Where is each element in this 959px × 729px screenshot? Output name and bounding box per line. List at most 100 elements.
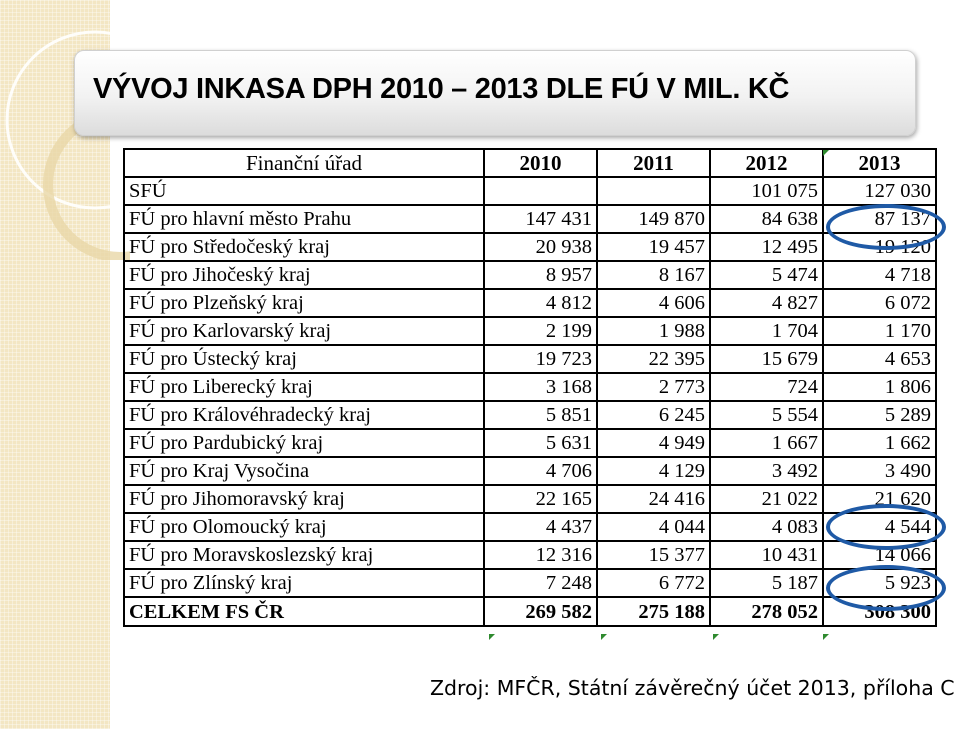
table-row: FÚ pro Kraj Vysočina 4 706 4 129 3 492 3 490 (123, 456, 937, 486)
vat-value-2013: 4 718 (822, 260, 937, 290)
table-row: FÚ pro hlavní město Prahu 147 431 149 870 8… (123, 204, 937, 234)
vat-value-2012: 12 495 (709, 232, 824, 262)
vat-value-2010: 4 437 (483, 512, 598, 542)
vat-value-2013: 3 490 (822, 456, 937, 486)
vat-value-2011: 1 988 (596, 316, 711, 346)
vat-collection-table: Finanční úřad 2010 2011 2012 2013 SFÚ 101… (123, 148, 937, 627)
vat-value-2011: 24 416 (596, 484, 711, 514)
total-2011: 275 188 (596, 596, 711, 627)
tax-office-name: FÚ pro Moravskoslezský kraj (123, 540, 485, 570)
total-2012: 278 052 (709, 596, 824, 627)
source-note: Zdroj: MFČR, Státní závěrečný účet 2013,… (430, 676, 955, 700)
vat-value-2012: 10 431 (709, 540, 824, 570)
title-bar: VÝVOJ INKASA DPH 2010 – 2013 DLE FÚ V MI… (74, 50, 916, 136)
vat-value-2010: 4 812 (483, 288, 598, 318)
vat-value-2013: 127 030 (822, 176, 937, 206)
vat-value-2012: 1 704 (709, 316, 824, 346)
vat-value-2013: 4 653 (822, 344, 937, 374)
table-row: FÚ pro Moravskoslezský kraj 12 316 15 377 1… (123, 540, 937, 570)
vat-value-2010: 22 165 (483, 484, 598, 514)
vat-value-2011: 6 245 (596, 400, 711, 430)
header-2012: 2012 (709, 148, 824, 178)
vat-value-2012: 4 083 (709, 512, 824, 542)
table-row: FÚ pro Plzeňský kraj 4 812 4 606 4 827 6 072 (123, 288, 937, 318)
vat-value-2010: 5 631 (483, 428, 598, 458)
header-2010: 2010 (483, 148, 598, 178)
table-row: FÚ pro Královéhradecký kraj 5 851 6 245 5 5… (123, 400, 937, 430)
tax-office-name: FÚ pro Plzeňský kraj (123, 288, 485, 318)
cell-marker (823, 634, 829, 640)
vat-value-2012: 3 492 (709, 456, 824, 486)
tax-office-name: FÚ pro Karlovarský kraj (123, 316, 485, 346)
vat-value-2012: 15 679 (709, 344, 824, 374)
table-row: SFÚ 101 075 127 030 (123, 176, 937, 206)
tax-office-name: FÚ pro Zlínský kraj (123, 568, 485, 598)
cell-marker (601, 634, 607, 640)
page-title: VÝVOJ INKASA DPH 2010 – 2013 DLE FÚ V MI… (93, 73, 790, 105)
tax-office-name: SFÚ (123, 176, 485, 206)
vat-value-2010: 3 168 (483, 372, 598, 402)
vat-value-2011 (596, 176, 711, 206)
table-row: FÚ pro Pardubický kraj 5 631 4 949 1 667 1 6… (123, 428, 937, 458)
vat-value-2011: 22 395 (596, 344, 711, 374)
vat-value-2011: 4 606 (596, 288, 711, 318)
tax-office-name: FÚ pro Ústecký kraj (123, 344, 485, 374)
table-row: FÚ pro Liberecký kraj 3 168 2 773 724 1 806 (123, 372, 937, 402)
tax-office-name: FÚ pro Středočeský kraj (123, 232, 485, 262)
tax-office-name: FÚ pro Kraj Vysočina (123, 456, 485, 486)
vat-value-2013: 1 806 (822, 372, 937, 402)
vat-value-2010: 8 957 (483, 260, 598, 290)
tax-office-name: FÚ pro Olomoucký kraj (123, 512, 485, 542)
vat-value-2012: 5 554 (709, 400, 824, 430)
table-total-row: CELKEM FS ČR 269 582 275 188 278 052 308… (123, 596, 937, 627)
total-label: CELKEM FS ČR (123, 596, 485, 627)
vat-value-2010: 147 431 (483, 204, 598, 234)
vat-value-2012: 21 022 (709, 484, 824, 514)
vat-value-2012: 1 667 (709, 428, 824, 458)
vat-value-2013: 6 072 (822, 288, 937, 318)
table-container: Finanční úřad 2010 2011 2012 2013 SFÚ 101… (123, 148, 937, 627)
table-header-row: Finanční úřad 2010 2011 2012 2013 (123, 148, 937, 178)
vat-value-2013: 1 170 (822, 316, 937, 346)
vat-value-2011: 19 457 (596, 232, 711, 262)
table-row: FÚ pro Zlínský kraj 7 248 6 772 5 187 5 923 (123, 568, 937, 598)
vat-value-2012: 4 827 (709, 288, 824, 318)
tax-office-name: FÚ pro hlavní město Prahu (123, 204, 485, 234)
tax-office-name: FÚ pro Jihočeský kraj (123, 260, 485, 290)
vat-value-2012: 5 187 (709, 568, 824, 598)
highlight-ring-moravia-silesia (826, 565, 946, 611)
table-row: FÚ pro Středočeský kraj 20 938 19 457 12 49… (123, 232, 937, 262)
vat-value-2012: 724 (709, 372, 824, 402)
vat-value-2011: 8 167 (596, 260, 711, 290)
total-2010: 269 582 (483, 596, 598, 627)
vat-value-2011: 4 949 (596, 428, 711, 458)
table-row: FÚ pro Olomoucký kraj 4 437 4 044 4 083 4 54… (123, 512, 937, 542)
header-2013: 2013 (822, 148, 937, 178)
cell-marker (823, 150, 829, 156)
vat-value-2011: 15 377 (596, 540, 711, 570)
table-body: SFÚ 101 075 127 030 FÚ pro hlavní město Pra… (123, 176, 937, 598)
vat-value-2011: 4 129 (596, 456, 711, 486)
vat-value-2011: 149 870 (596, 204, 711, 234)
highlight-ring-south-moravia (826, 504, 946, 550)
vat-value-2010: 20 938 (483, 232, 598, 262)
vat-value-2013: 5 289 (822, 400, 937, 430)
table-row: FÚ pro Karlovarský kraj 2 199 1 988 1 704 1 … (123, 316, 937, 346)
vat-value-2011: 4 044 (596, 512, 711, 542)
vat-value-2010: 2 199 (483, 316, 598, 346)
vat-value-2012: 5 474 (709, 260, 824, 290)
tax-office-name: FÚ pro Liberecký kraj (123, 372, 485, 402)
vat-value-2010: 12 316 (483, 540, 598, 570)
vat-value-2012: 84 638 (709, 204, 824, 234)
header-2011: 2011 (596, 148, 711, 178)
tax-office-name: FÚ pro Pardubický kraj (123, 428, 485, 458)
header-tax-office: Finanční úřad (123, 148, 485, 178)
tax-office-name: FÚ pro Jihomoravský kraj (123, 484, 485, 514)
tax-office-name: FÚ pro Královéhradecký kraj (123, 400, 485, 430)
vat-value-2011: 6 772 (596, 568, 711, 598)
table-row: FÚ pro Jihomoravský kraj 22 165 24 416 21 0… (123, 484, 937, 514)
vat-value-2011: 2 773 (596, 372, 711, 402)
vat-value-2010: 7 248 (483, 568, 598, 598)
vat-value-2010: 4 706 (483, 456, 598, 486)
table-row: FÚ pro Ústecký kraj 19 723 22 395 15 679 4 6… (123, 344, 937, 374)
